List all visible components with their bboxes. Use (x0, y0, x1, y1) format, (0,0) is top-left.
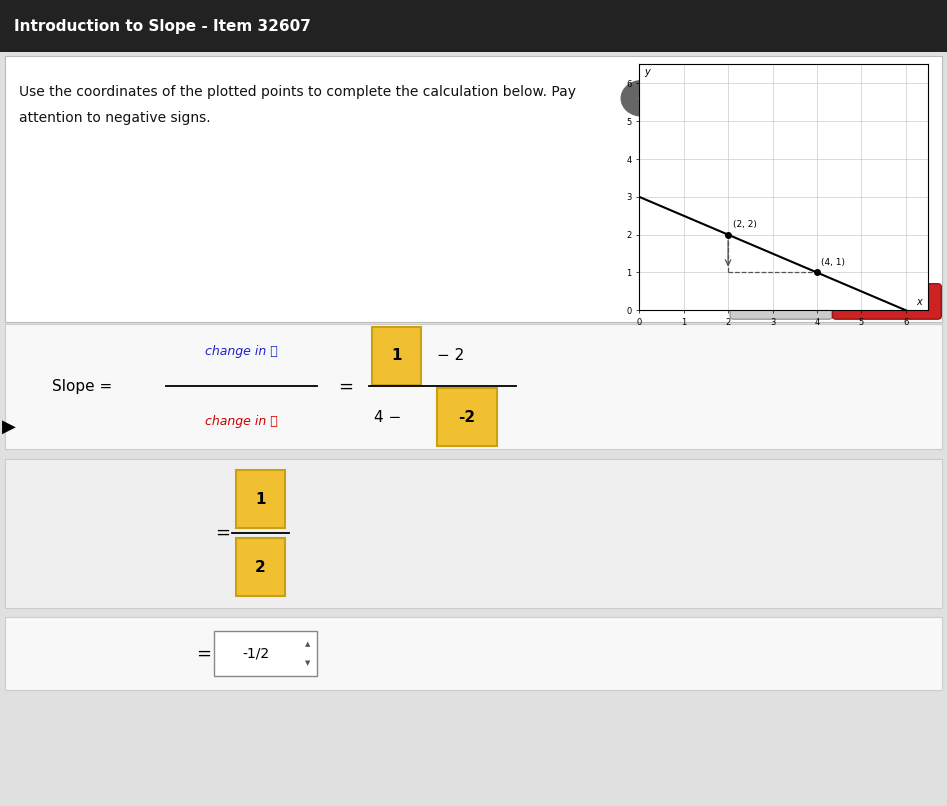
FancyBboxPatch shape (236, 471, 285, 529)
Text: =: = (338, 377, 353, 396)
Text: change in ｙ: change in ｙ (205, 344, 277, 358)
Text: y: y (644, 67, 650, 77)
Text: ◄: ◄ (638, 93, 646, 103)
FancyBboxPatch shape (5, 459, 942, 608)
FancyBboxPatch shape (437, 388, 497, 447)
FancyBboxPatch shape (5, 324, 942, 449)
FancyBboxPatch shape (214, 631, 317, 676)
FancyBboxPatch shape (236, 538, 285, 596)
Text: -1/2: -1/2 (242, 646, 269, 661)
Text: 4 −: 4 − (374, 409, 402, 425)
Text: 1: 1 (391, 348, 402, 364)
FancyBboxPatch shape (5, 617, 942, 690)
Circle shape (621, 81, 663, 116)
Text: CHECK: CHECK (863, 295, 910, 308)
Text: − 2: − 2 (437, 348, 464, 364)
Text: change in ｘ: change in ｘ (205, 415, 277, 429)
Text: Use the coordinates of the plotted points to complete the calculation below. Pay: Use the coordinates of the plotted point… (19, 85, 576, 98)
Text: x: x (917, 297, 922, 307)
Text: (2, 2): (2, 2) (733, 220, 757, 229)
FancyBboxPatch shape (372, 327, 421, 385)
Text: (4, 1): (4, 1) (821, 258, 846, 267)
Text: 1: 1 (255, 492, 266, 507)
Text: =: = (196, 645, 211, 663)
Text: Slope =: Slope = (52, 379, 113, 394)
Text: ▲: ▲ (305, 641, 311, 647)
Text: ▼: ▼ (305, 660, 311, 667)
Text: =: = (215, 524, 230, 542)
Text: attention to negative signs.: attention to negative signs. (19, 111, 210, 125)
Text: -2: -2 (458, 409, 475, 425)
FancyBboxPatch shape (0, 0, 947, 52)
Text: Introduction to Slope - Item 32607: Introduction to Slope - Item 32607 (14, 19, 311, 34)
FancyBboxPatch shape (5, 56, 942, 322)
FancyBboxPatch shape (730, 284, 832, 319)
Text: ▶: ▶ (2, 418, 16, 436)
Text: CLEAR: CLEAR (759, 295, 804, 308)
Text: 2: 2 (255, 559, 266, 575)
FancyBboxPatch shape (832, 284, 941, 319)
